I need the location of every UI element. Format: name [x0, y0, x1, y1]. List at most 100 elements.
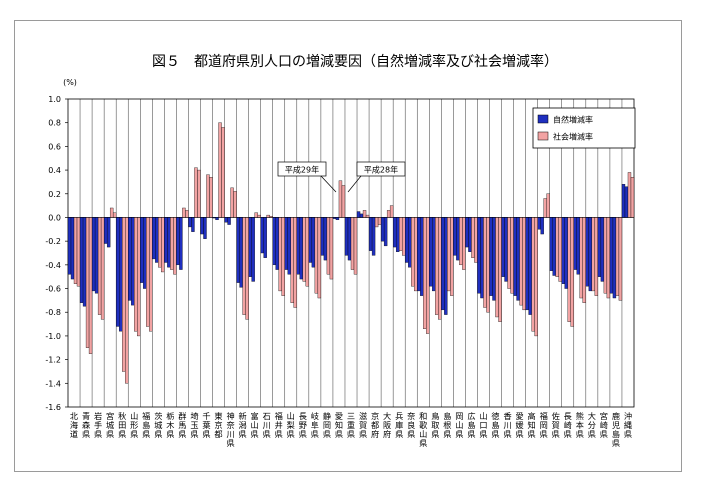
- bar-natural-h28: [79, 217, 84, 303]
- bar-natural-h29: [444, 217, 448, 315]
- bar-natural-h29: [612, 217, 617, 299]
- bar-natural-h29: [299, 217, 304, 280]
- category-label: 鹿児島県: [612, 411, 620, 448]
- bar-social-h28: [338, 180, 343, 218]
- bar-natural-h28: [609, 217, 614, 294]
- bar-social-h28: [73, 217, 78, 284]
- bar-social-h28: [290, 217, 294, 303]
- bar-social-h29: [257, 214, 261, 218]
- bar-natural-h29: [432, 217, 436, 292]
- y-axis-unit-label: (%): [63, 78, 77, 87]
- category-label: 栃木県: [166, 411, 174, 439]
- bar-social-h29: [438, 217, 442, 320]
- annotation-h29-pointer: [320, 175, 337, 193]
- bar-natural-h28: [164, 217, 168, 263]
- chart-svg: 図５ 都道府県別人口の増減要因（自然増減率及び社会増減率） (%) 1.0 0.8…: [45, 53, 636, 448]
- category-label: 静岡県: [323, 411, 331, 439]
- chart-frame: 図５ 都道府県別人口の増減要因（自然増減率及び社会増減率） (%) 1.0 0.8…: [14, 20, 682, 472]
- bar-natural-h29: [420, 217, 424, 296]
- bar-natural-h28: [405, 217, 409, 263]
- bar-social-h29: [281, 217, 285, 296]
- bar-social-h28: [170, 217, 174, 270]
- bar-natural-h28: [320, 217, 325, 256]
- bar-social-h28: [603, 217, 608, 294]
- bar-natural-h29: [119, 217, 123, 332]
- bar-natural-h29: [155, 217, 159, 263]
- y-tick-label: -1.2: [45, 356, 61, 365]
- bar-natural-h29: [395, 217, 400, 252]
- category-label: 埼玉県: [190, 411, 198, 439]
- bar-natural-h28: [441, 217, 445, 311]
- bar-social-h28: [483, 217, 487, 308]
- bar-natural-h29: [492, 217, 496, 301]
- category-label: 佐賀県: [552, 411, 560, 439]
- bar-natural-h28: [380, 217, 385, 242]
- bar-natural-h28: [248, 217, 252, 277]
- bar-natural-h29: [528, 217, 532, 315]
- legend-label-natural: 自然増減率: [553, 115, 593, 125]
- bar-natural-h28: [392, 217, 397, 248]
- category-label: 宮城県: [106, 411, 114, 439]
- bar-social-h29: [450, 217, 454, 296]
- bar-social-h28: [627, 172, 632, 218]
- category-label: 茨城県: [154, 411, 162, 439]
- bar-natural-h29: [94, 217, 99, 294]
- category-label: 長野県: [299, 411, 307, 439]
- category-label: 福岡県: [540, 411, 548, 439]
- bar-social-h28: [122, 217, 126, 372]
- bar-natural-h29: [251, 217, 255, 282]
- category-label: 島根県: [443, 411, 451, 439]
- bar-social-h28: [85, 217, 90, 348]
- bar-social-h28: [302, 217, 307, 282]
- bar-social-h29: [88, 217, 93, 354]
- bar-social-h29: [401, 217, 406, 256]
- bar-natural-h29: [600, 217, 605, 282]
- category-label: 兵庫県: [395, 411, 403, 439]
- bar-social-h29: [594, 217, 599, 296]
- category-label: 福井県: [275, 411, 283, 439]
- bar-social-h29: [570, 217, 574, 327]
- bar-social-h29: [76, 217, 81, 287]
- bar-natural-h28: [116, 217, 120, 327]
- bar-social-h29: [125, 217, 129, 384]
- bar-social-h28: [459, 217, 463, 266]
- bar-social-h28: [615, 217, 620, 296]
- bar-natural-h28: [152, 217, 156, 260]
- bar-social-h28: [362, 210, 367, 218]
- bar-social-h29: [269, 216, 273, 218]
- y-tick-label: -0.8: [45, 308, 61, 317]
- category-label: 岩手県: [94, 411, 102, 439]
- bar-social-h29: [546, 193, 550, 218]
- bar-natural-h29: [408, 217, 412, 268]
- bar-natural-h29: [167, 217, 171, 268]
- bar-natural-h29: [70, 217, 75, 280]
- y-tick-label: -0.6: [45, 285, 61, 294]
- bar-social-h29: [233, 191, 237, 218]
- bar-social-h28: [218, 122, 222, 218]
- bar-natural-h28: [573, 217, 577, 270]
- bar-social-h28: [507, 217, 511, 289]
- bar-social-h29: [498, 217, 502, 322]
- bar-natural-h29: [516, 217, 520, 301]
- bar-social-h28: [242, 217, 246, 315]
- bar-social-h28: [230, 187, 234, 218]
- bar-natural-h29: [468, 217, 472, 252]
- bar-natural-h28: [140, 217, 144, 283]
- bar-natural-h29: [480, 217, 484, 299]
- bar-natural-h28: [296, 217, 301, 275]
- bar-social-h28: [314, 217, 319, 294]
- category-label: 山口県: [479, 411, 487, 439]
- bar-natural-h28: [272, 217, 276, 266]
- y-tick-label: 0.8: [48, 119, 61, 128]
- bar-social-h29: [293, 217, 297, 308]
- bar-natural-h29: [552, 217, 556, 276]
- y-tick-label: 0.2: [48, 190, 61, 199]
- category-label: 愛媛県: [515, 411, 523, 439]
- bar-natural-h28: [91, 217, 96, 292]
- bar-social-h29: [426, 217, 430, 334]
- bar-natural-h29: [82, 217, 87, 307]
- bar-social-h28: [266, 214, 270, 218]
- bar-social-h28: [134, 217, 138, 332]
- bar-social-h29: [534, 217, 538, 337]
- bar-social-h29: [377, 217, 382, 225]
